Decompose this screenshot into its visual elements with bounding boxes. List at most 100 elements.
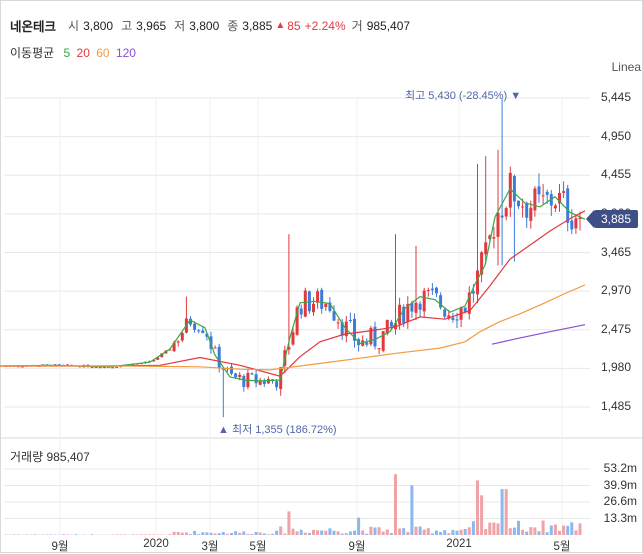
volume-bar [333,531,336,535]
volume-bar [439,532,442,535]
volume-bar [431,533,434,535]
volume-bar [423,530,426,535]
candle-body [115,367,118,368]
candle-body [365,342,368,344]
candle-body [181,333,184,341]
candle-body [214,348,217,349]
candle-body [275,381,278,387]
candle-body [99,367,102,368]
volume-bar [259,532,262,535]
price-y-tick-label: 1,485 [601,399,631,413]
candle-body [242,376,245,387]
volume-bar [292,529,295,535]
candle-body [193,324,196,330]
volume-bar [238,533,241,535]
x-tick-label: 9월 [52,538,69,554]
volume-bar [222,532,225,535]
candle-body [111,367,114,368]
volume-bar [357,518,360,535]
candle-body [201,331,204,334]
volume-bar [472,521,475,535]
candle-body [238,375,241,377]
volume-bar [193,531,196,535]
candle-body [263,381,266,384]
candle-body [554,206,557,209]
price-y-tick-label: 2,475 [601,322,631,336]
volume-bar [365,534,368,535]
volume-bar [460,530,463,535]
x-tick-label: 2021 [446,538,472,550]
volume-bar [570,522,573,535]
candle-body [501,216,504,218]
volume-bar [497,523,500,535]
x-tick-label: 9월 [349,538,366,554]
volume-bar [369,527,372,535]
candle-body [349,320,352,321]
volume-bar [521,530,524,535]
candle-body [415,303,418,313]
volume-bar [197,534,200,535]
volume-bar [525,532,528,535]
volume-bar [226,534,229,535]
candle-body [230,367,233,374]
volume-bar [349,532,352,535]
volume-bar [119,534,122,535]
volume-bar [173,532,176,535]
volume-bar [464,529,467,535]
volume-bar [230,533,233,535]
volume-bar [144,534,147,535]
volume-bar [480,495,483,535]
candle-body [300,309,303,315]
volume-bar [242,531,245,535]
volume-bar [279,526,282,535]
x-tick-label: 3월 [202,538,219,554]
candle-body [451,318,454,320]
volume-bar [312,530,315,535]
volume-bar [542,521,545,535]
volume-bar [33,534,36,535]
candle-body [251,373,254,374]
volume-bar [300,530,303,535]
x-tick-label: 5월 [250,538,267,554]
candle-body [386,320,389,334]
volume-bar [476,480,479,535]
candle-body [533,188,536,210]
candle-body [177,342,180,343]
volume-bar [427,528,430,535]
volume-bar [234,531,237,535]
volume-bar [386,530,389,535]
volume-bar [91,534,94,535]
volume-bar [402,528,405,535]
volume-bar [509,528,512,535]
volume-bar [324,531,327,535]
current-price-tag: 3,885 [594,210,638,228]
candle-body [95,367,98,368]
volume-bar [390,533,393,535]
volume-bar [214,533,217,535]
candle-body [566,188,569,222]
volume-bar [505,489,508,535]
candle-body [431,289,434,291]
volume-bar [451,530,454,535]
volume-bar [415,527,418,535]
volume-bar [406,532,409,535]
volume-bar [488,523,491,535]
volume-bar [263,533,266,535]
volume-bar [148,534,151,535]
x-tick-label: 5월 [554,538,571,554]
volume-bar [492,523,495,535]
volume-bar [382,532,385,535]
volume-bar [501,489,504,535]
candle-body [378,348,381,349]
candle-body [443,309,446,316]
volume-bar [218,533,221,535]
volume-bar [550,525,553,535]
candle-body [304,291,307,317]
volume-bar [558,531,561,535]
candle-body [267,379,270,383]
volume-panel-title: 거래량 985,407 [10,448,90,465]
volume-bar [341,534,344,535]
volume-bar [50,534,53,535]
price-y-tick-label: 4,950 [601,129,631,143]
